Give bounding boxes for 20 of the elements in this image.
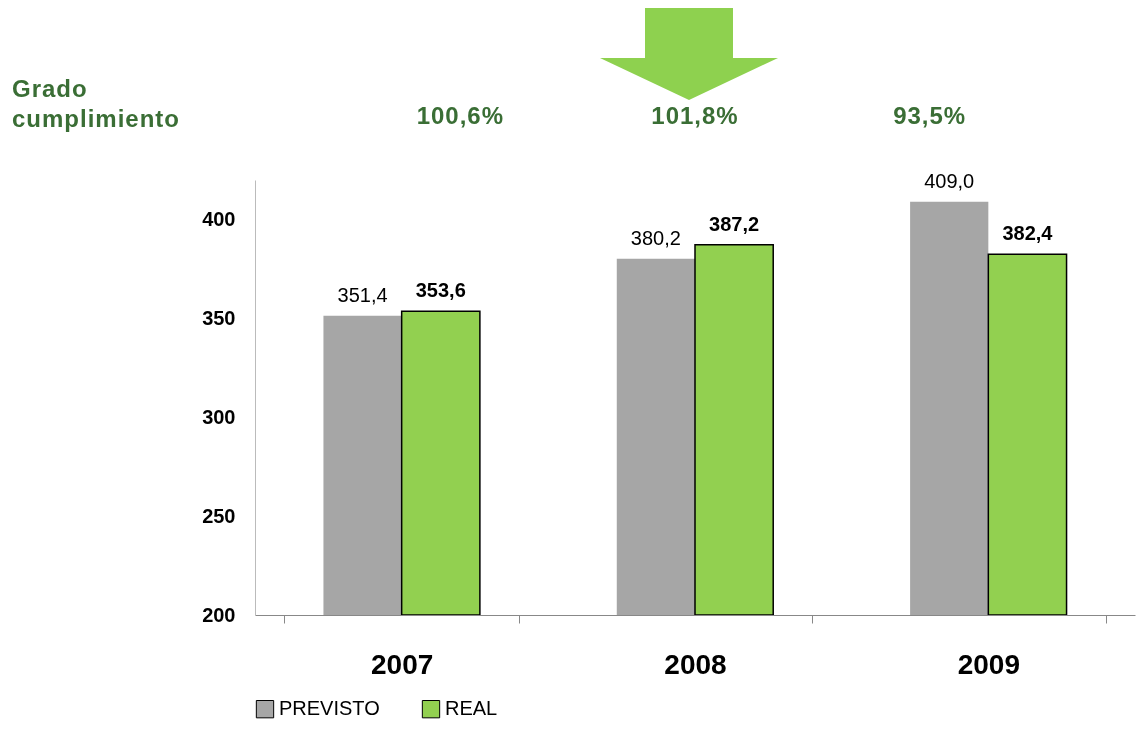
x-tick-label: 2008 (664, 648, 727, 680)
data-label: 353,6 (415, 279, 466, 302)
data-label: 382,4 (1002, 222, 1054, 245)
data-label: 380,2 (630, 226, 681, 249)
y-tick-label: 250 (202, 504, 236, 527)
x-tick-label: 2007 (371, 648, 434, 680)
y-tick-label: 350 (202, 306, 236, 329)
text: 100,6% (415, 102, 506, 130)
x-tick-label: 2009 (957, 648, 1020, 680)
data-label: 409,0 (924, 169, 975, 192)
text: 93,5% (892, 102, 968, 130)
data-label: 387,2 (709, 212, 760, 235)
y-tick-label: 400 (202, 208, 236, 231)
y-tick-label: 200 (202, 603, 236, 626)
legend-label: REAL (445, 697, 498, 720)
text: Grado cumplimiento (12, 74, 181, 134)
data-label: 351,4 (337, 283, 388, 306)
legend-label: PREVISTO (279, 697, 380, 720)
text: 101,8% (650, 102, 740, 130)
y-tick-label: 300 (202, 405, 236, 428)
